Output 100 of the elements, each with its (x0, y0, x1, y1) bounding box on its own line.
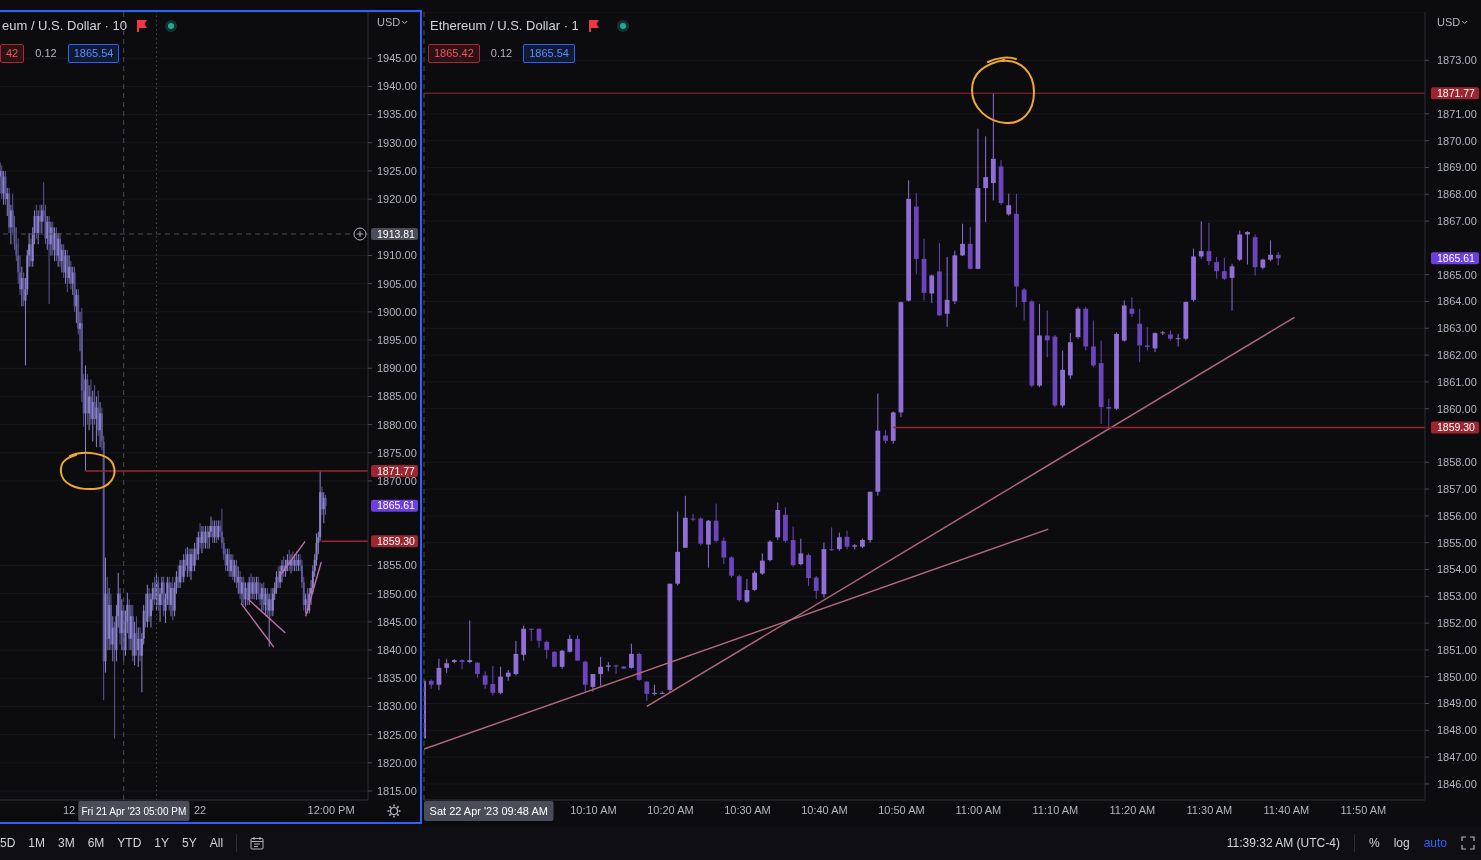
y-tick-label: 1895.00 (377, 333, 417, 346)
candlestick (644, 680, 650, 702)
candlestick (544, 640, 550, 660)
y-tick-label: 1870.00 (1437, 134, 1477, 147)
text: 6M (87, 836, 105, 850)
y-tick-label: 1820.00 (377, 756, 417, 769)
x-tick-label: 11:30 AM (1186, 803, 1233, 816)
y-tick-label: 1910.00 (377, 249, 417, 262)
y-tick-label: 1835.00 (377, 672, 417, 685)
candlestick (960, 223, 965, 257)
y-tick-label: 1830.00 (377, 700, 417, 713)
y-tick-label: 1815.00 (377, 784, 417, 797)
candlestick (189, 548, 192, 581)
candlestick (813, 575, 819, 600)
data-label: 1871.77 (377, 464, 416, 477)
x-tick-label: 11:50 AM (1340, 803, 1387, 816)
y-tick-label: 1867.00 (1437, 214, 1477, 227)
y-tick-label: 1862.00 (1437, 348, 1477, 361)
annotation: 1865.54 (523, 44, 575, 63)
y-tick-label: 1854.00 (1437, 563, 1477, 576)
text: 1Y (154, 836, 170, 850)
text: 1865.61 (1437, 251, 1476, 264)
y-tick-label: 1870.00 (377, 474, 417, 487)
ref-line-label: Fri 21 Apr '23 05:00 PM (81, 805, 187, 817)
y-tick-label: 1873.00 (1437, 54, 1477, 67)
candlestick (66, 249, 69, 293)
candlestick (752, 570, 758, 592)
x-tick-label: 11:40 AM (1263, 803, 1310, 816)
x-tick-label: 11:20 AM (1109, 803, 1156, 816)
candlestick (829, 526, 835, 552)
candlestick (806, 552, 811, 587)
y-tick-label: 1945.00 (377, 52, 417, 65)
y-tick-label: 1940.00 (377, 80, 417, 93)
candlestick (1198, 220, 1204, 260)
y-tick-label: 1857.00 (1437, 482, 1477, 495)
candlestick (490, 665, 496, 696)
text: log (1393, 836, 1410, 850)
text: USD (377, 15, 401, 28)
candlestick (983, 135, 989, 223)
annotation: 0.12 (489, 46, 514, 61)
x-tick-label: 10:10 AM (570, 803, 617, 816)
y-tick-label: 1865.00 (1437, 268, 1477, 281)
y-tick-label: 1840.00 (377, 643, 417, 656)
candlestick (798, 538, 804, 566)
y-tick-label: 1850.00 (377, 587, 417, 600)
y-tick-label: 1861.00 (1437, 375, 1477, 388)
text: Ethereum / U.S. Dollar · 1 (430, 18, 579, 33)
text: YTD (117, 836, 142, 850)
candlestick (1214, 256, 1220, 280)
candlestick (1175, 333, 1181, 347)
y-tick-label: 1864.00 (1437, 295, 1477, 308)
text: All (209, 836, 224, 850)
x-tick-label: 11:00 AM (955, 803, 1002, 816)
x-tick-label: 12 (63, 803, 76, 816)
y-tick-label: 1845.00 (377, 615, 417, 628)
candlestick (482, 670, 488, 690)
y-tick-label: 1863.00 (1437, 322, 1477, 335)
x-tick-label: 22 (193, 803, 207, 816)
candlestick (1006, 193, 1012, 217)
x-tick-label: 10:30 AM (724, 803, 771, 816)
candlestick (713, 503, 719, 544)
candlestick (706, 519, 711, 569)
y-tick-label: 1856.00 (1437, 509, 1477, 522)
candlestick (230, 553, 233, 578)
annotation: 42 (0, 44, 25, 63)
x-tick-label: 11:10 AM (1032, 803, 1079, 816)
x-tick-label: 10:50 AM (878, 803, 925, 816)
text: 5D (0, 836, 16, 850)
candlestick (1091, 320, 1096, 368)
candlestick (575, 634, 580, 662)
text: eum / U.S. Dollar · 10 (2, 18, 127, 33)
y-tick-label: 1858.00 (1437, 456, 1477, 469)
text: 1865.61 (377, 499, 416, 512)
y-tick-label: 1920.00 (377, 193, 417, 206)
candlestick (467, 619, 473, 664)
candlestick (598, 656, 604, 687)
candlestick (613, 664, 619, 675)
candlestick (528, 627, 534, 642)
candlestick (171, 576, 174, 621)
data-label: 1859.30 (377, 534, 416, 547)
candlestick (200, 525, 203, 554)
candlestick (736, 574, 742, 603)
x-tick-label: 10:20 AM (647, 803, 694, 816)
ref-line-label: 1913.81 (377, 227, 416, 240)
text: 5Y (182, 836, 197, 850)
candlestick (498, 666, 503, 695)
annotation: 1865.42 (428, 44, 480, 63)
y-tick-label: 1848.00 (1437, 724, 1477, 737)
candlestick (1268, 239, 1273, 262)
candlestick (1137, 308, 1143, 363)
x-tick-label: 12:00 PM (307, 803, 355, 816)
ref-line-label: Sat 22 Apr '23 09:48 AM (429, 804, 548, 817)
candlestick (944, 256, 950, 328)
y-tick-label: 1885.00 (377, 390, 417, 403)
annotation: 1865.54 (67, 44, 120, 63)
y-tick-label: 1849.00 (1437, 697, 1477, 710)
y-tick-label: 1880.00 (377, 418, 417, 431)
text: auto (1423, 836, 1447, 850)
y-tick-label: 1851.00 (1437, 643, 1477, 656)
candlestick (836, 532, 842, 552)
